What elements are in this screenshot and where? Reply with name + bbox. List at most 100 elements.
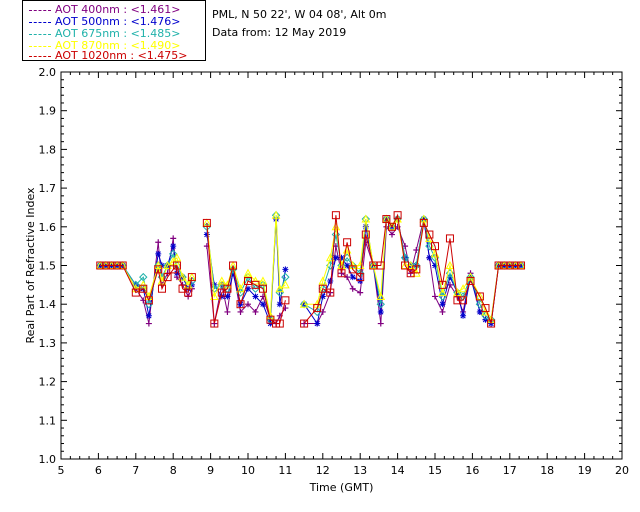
series-3-point bbox=[445, 260, 455, 269]
series-2-point bbox=[331, 230, 341, 239]
series-0-point bbox=[224, 308, 231, 315]
series-3-point bbox=[275, 284, 285, 293]
series-2-point bbox=[251, 284, 260, 293]
series-4-point bbox=[258, 284, 267, 293]
y-tick-label-1.5: 1.5 bbox=[39, 260, 57, 273]
series-4-point bbox=[348, 265, 357, 274]
series-4-point bbox=[184, 288, 193, 297]
y-axis-label: Real Part of Refractive Index bbox=[24, 187, 37, 344]
legend-label-675nm: AOT 675nm : <1.485> bbox=[55, 27, 181, 40]
x-tick-label-15: 15 bbox=[428, 464, 442, 477]
series-0-point bbox=[170, 235, 177, 242]
series-4-point bbox=[445, 234, 454, 243]
series-4-point bbox=[113, 261, 122, 270]
series-4-point bbox=[425, 230, 434, 239]
series-3-point bbox=[376, 291, 386, 300]
series-2-point bbox=[144, 299, 154, 309]
series-4-point bbox=[500, 261, 509, 270]
x-tick-label-20: 20 bbox=[615, 464, 629, 477]
y-tick-label-2.0: 2.0 bbox=[39, 66, 57, 79]
series-3-point bbox=[458, 284, 468, 293]
series-1-point bbox=[349, 274, 356, 281]
series-4-point bbox=[157, 284, 166, 293]
series-4-point bbox=[361, 230, 370, 239]
series-4-point bbox=[107, 261, 116, 270]
x-tick-label-16: 16 bbox=[465, 464, 479, 477]
series-4-point bbox=[331, 211, 340, 220]
series-4-point bbox=[401, 261, 410, 270]
x-tick-label-18: 18 bbox=[540, 464, 554, 477]
x-tick-label-12: 12 bbox=[316, 464, 330, 477]
series-3-point bbox=[271, 210, 281, 219]
series-4-point bbox=[118, 261, 127, 270]
x-tick-label-6: 6 bbox=[95, 464, 102, 477]
series-4-point bbox=[236, 300, 245, 309]
series-1-point bbox=[377, 308, 384, 315]
series-4-point bbox=[337, 269, 346, 278]
series-0-point bbox=[357, 289, 364, 296]
legend-entry-400nm: AOT 400nm : <1.461> bbox=[29, 3, 181, 16]
series-3-point bbox=[438, 288, 447, 297]
series-3-point bbox=[153, 260, 163, 269]
series-3-point bbox=[251, 276, 260, 285]
series-1-point bbox=[518, 262, 525, 269]
legend-label-400nm: AOT 400nm : <1.461> bbox=[55, 3, 181, 16]
series-4-point bbox=[453, 296, 462, 305]
series-3-point bbox=[299, 299, 309, 308]
series-4-point bbox=[466, 276, 475, 285]
series-1-point bbox=[439, 301, 446, 308]
series-3-point bbox=[325, 253, 335, 262]
series-4-point bbox=[326, 288, 335, 297]
x-tick-label-7: 7 bbox=[132, 464, 139, 477]
x-tick-label-17: 17 bbox=[503, 464, 517, 477]
series-1-point bbox=[224, 293, 231, 300]
series-4-point bbox=[475, 292, 484, 301]
series-1-point bbox=[282, 266, 289, 273]
x-axis-label: Time (GMT) bbox=[309, 481, 374, 494]
series-1-point bbox=[170, 243, 177, 250]
series-4-point bbox=[487, 319, 496, 328]
series-4-point bbox=[481, 304, 490, 313]
series-1-point bbox=[460, 312, 467, 319]
y-tick-label-1.6: 1.6 bbox=[39, 221, 57, 234]
x-tick-label-5: 5 bbox=[58, 464, 65, 477]
series-4-point bbox=[144, 296, 153, 305]
series-1-point bbox=[155, 250, 162, 257]
series-4-point bbox=[139, 284, 148, 293]
legend-entry-675nm: AOT 675nm : <1.485> bbox=[29, 27, 181, 40]
series-1-point bbox=[476, 308, 483, 315]
series-0-point bbox=[252, 308, 259, 315]
series-1-point bbox=[426, 254, 433, 261]
x-tick-label-14: 14 bbox=[391, 464, 405, 477]
series-4-point bbox=[223, 284, 232, 293]
series-3-point bbox=[172, 253, 182, 262]
series-1-point bbox=[338, 254, 345, 261]
date-info: Data from: 12 May 2019 bbox=[212, 26, 347, 39]
series-4-point bbox=[275, 319, 284, 328]
legend-label-870nm: AOT 870nm : <1.490> bbox=[55, 39, 181, 52]
series-4-point bbox=[459, 296, 468, 305]
x-tick-label-10: 10 bbox=[241, 464, 255, 477]
series-4-point bbox=[210, 319, 219, 328]
series-4-point bbox=[376, 261, 385, 270]
series-1-point bbox=[362, 223, 369, 230]
series-4-point bbox=[517, 261, 526, 270]
series-1-point bbox=[332, 254, 339, 261]
y-tick-label-1.4: 1.4 bbox=[39, 298, 57, 311]
y-tick-label-1.8: 1.8 bbox=[39, 143, 57, 156]
series-0-point bbox=[301, 320, 308, 327]
series-1-point bbox=[314, 320, 321, 327]
series-4-point bbox=[101, 261, 110, 270]
series-3-point bbox=[138, 280, 148, 289]
y-tick-label-1.9: 1.9 bbox=[39, 105, 57, 118]
series-4-point bbox=[300, 319, 309, 328]
series-1-point bbox=[319, 293, 326, 300]
x-tick-label-13: 13 bbox=[353, 464, 367, 477]
series-0-point bbox=[439, 308, 446, 315]
x-tick-label-8: 8 bbox=[170, 464, 177, 477]
y-tick-label-1.2: 1.2 bbox=[39, 376, 57, 389]
series-4-point bbox=[163, 273, 172, 282]
series-0-point bbox=[432, 293, 438, 300]
series-4-point bbox=[419, 218, 428, 227]
